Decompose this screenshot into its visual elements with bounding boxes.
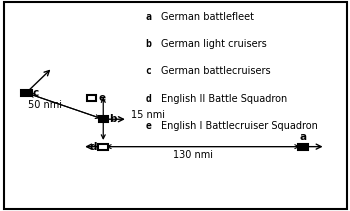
Text: German light cruisers: German light cruisers [161,39,267,49]
Text: b: b [145,39,151,49]
Text: English II Battle Squadron: English II Battle Squadron [161,94,287,104]
Text: e: e [145,121,151,131]
Text: 50 nmi: 50 nmi [28,100,63,111]
Bar [98,144,108,150]
Text: e: e [98,93,105,103]
Text: 130 nmi: 130 nmi [173,150,212,160]
Text: a: a [299,132,306,142]
FancyBboxPatch shape [4,2,346,209]
Text: 15 nmi: 15 nmi [131,110,165,120]
Text: c: c [145,66,151,76]
Text: d: d [145,94,151,104]
Bar [87,95,96,101]
Text: German battlecruisers: German battlecruisers [161,66,271,76]
Text: a: a [145,12,151,22]
Text: d: d [89,142,97,152]
Text: c: c [33,88,39,98]
Bar [21,89,32,96]
Text: German battlefleet: German battlefleet [161,12,254,22]
Bar [298,144,308,150]
Bar [99,116,108,122]
Text: b: b [110,114,117,124]
Text: English I Battlecruiser Squadron: English I Battlecruiser Squadron [161,121,318,131]
